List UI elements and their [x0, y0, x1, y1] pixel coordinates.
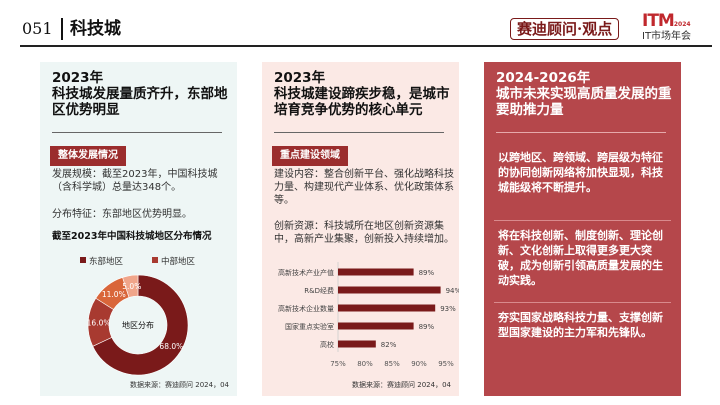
header-rule [20, 45, 712, 47]
tick-label: 90% [411, 360, 427, 368]
slice-label: 16.0% [87, 319, 111, 328]
page-title: 科技城 [70, 19, 121, 39]
category-label: 高新技术产业产值 [278, 268, 334, 277]
construction-text: 建设内容：整合创新平台、强化战略科技力量、构建现代产业体系、优化政策体系等。 [274, 169, 454, 206]
tick-label: 80% [357, 360, 373, 368]
slice-label: 68.0% [159, 342, 183, 351]
category-label: R&D经费 [304, 286, 334, 295]
tick-label: 75% [330, 360, 346, 368]
legend-label: 中部地区 [161, 256, 196, 267]
panel-2024-2026-outlook: 2024-2026年 城市未来实现高质量发展的重要助推力量 以跨地区、跨领域、跨… [484, 62, 681, 396]
data-source: 数据来源：赛迪顾问 2024，04 [130, 381, 229, 389]
page-number: 051 [22, 19, 53, 38]
distribution-text: 分布特征：东部地区优势明显。 [52, 209, 192, 220]
divider [494, 302, 671, 303]
value-label: 82% [381, 341, 397, 349]
resources-text: 创新资源：科技城所在地区创新资源集中，高新产业集聚，创新投入持续增加。 [274, 221, 454, 245]
divider [52, 132, 222, 133]
bar [338, 340, 376, 348]
divider [274, 132, 444, 133]
panel-title: 2023年 科技城建设蹄疾步稳，是城市培育竞争优势的核心单元 [274, 70, 450, 118]
donut-slice [92, 274, 189, 376]
bar [338, 286, 441, 294]
bar-chart: 高新技术产业产值 89% R&D经费 94% 高新技术企业数量 93% 国家重点实验室 89%… [278, 262, 459, 368]
value-label: 93% [440, 305, 456, 313]
section-tag: 整体发展情况 [50, 146, 126, 166]
category-label: 国家重点实验室 [285, 322, 334, 331]
section-tag: 重点建设领域 [272, 146, 348, 166]
slice-label: 11.0% [102, 290, 126, 299]
legend-swatch [152, 257, 158, 263]
bar [338, 268, 414, 276]
logo-subtitle: IT市场年会 [642, 31, 692, 42]
divider [494, 220, 671, 221]
brand-badge: 赛迪顾问·观点 [510, 18, 620, 40]
bar [338, 322, 414, 330]
outlook-point: 夯实国家战略科技力量、支撑创新型国家建设的主力军和先锋队。 [498, 311, 663, 339]
value-label: 89% [419, 323, 435, 331]
panel-title: 2023年 科技城发展量质齐升，东部地区优势明显 [52, 70, 228, 118]
donut-chart: 东部地区 中部地区 68.0% 16.0% 11.0%5.0% 地区分布 [80, 256, 196, 376]
scale-text: 发展规模：截至2023年，中国科技城（含科学城）总量达348个。 [52, 169, 218, 193]
donut-center-label: 地区分布 [122, 320, 154, 330]
category-label: 高校 [320, 340, 334, 349]
category-label: 高新技术企业数量 [278, 304, 334, 313]
bar [338, 304, 436, 312]
donut-slice [122, 274, 139, 298]
panel-title: 2024-2026年 城市未来实现高质量发展的重要助推力量 [496, 70, 672, 118]
panel-2023-development: 2023年 科技城发展量质齐升，东部地区优势明显 整体发展情况 发展规模：截至2… [40, 62, 237, 396]
outlook-point: 以跨地区、跨领域、跨层级为特征的协同创新网络将加快显现，科技城能级将不断提升。 [498, 151, 663, 194]
value-label: 89% [419, 269, 435, 277]
divider [496, 132, 666, 133]
data-source: 数据来源：赛迪顾问 2024，04 [352, 381, 451, 389]
itm-logo: ITM2024 [642, 11, 691, 31]
panel-2023-construction: 2023年 科技城建设蹄疾步稳，是城市培育竞争优势的核心单元 重点建设领域 建设… [262, 62, 459, 396]
divider [61, 18, 63, 40]
outlook-point: 将在科技创新、制度创新、理论创新、文化创新上取得更多更大突破，成为创新引领高质量… [498, 229, 663, 287]
value-label: 94% [446, 287, 459, 295]
tick-label: 95% [438, 360, 454, 368]
slice-label: 5.0% [122, 282, 141, 291]
legend-swatch [80, 257, 86, 263]
chart-title: 截至2023年中国科技城地区分布情况 [52, 231, 212, 242]
legend-label: 东部地区 [89, 256, 124, 267]
tick-label: 85% [384, 360, 400, 368]
